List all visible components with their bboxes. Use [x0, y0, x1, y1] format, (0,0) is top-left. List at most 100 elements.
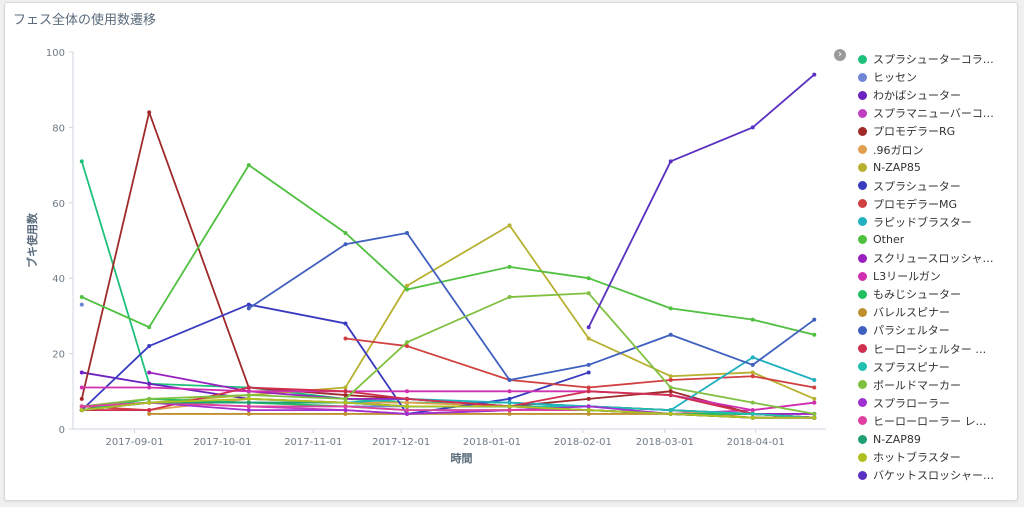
series-line[interactable]: [81, 397, 815, 419]
legend-item[interactable]: わかばシューター: [836, 86, 1006, 104]
legend-item[interactable]: ヒーローシェルター …: [836, 340, 1006, 358]
legend-swatch: [858, 344, 867, 354]
legend-item[interactable]: ラピッドブラスター: [836, 213, 1006, 231]
series-line[interactable]: [81, 292, 815, 415]
legend-label: ヒッセン: [873, 71, 917, 85]
legend-label: スプラスピナー: [873, 360, 950, 374]
legend-item[interactable]: N-ZAP89: [836, 430, 1006, 448]
x-axis-label: 時間: [451, 451, 473, 465]
legend-label: Other: [873, 233, 905, 247]
chevron-right-icon[interactable]: ›: [834, 49, 846, 61]
legend-swatch: [858, 253, 867, 263]
legend-item[interactable]: ホットブラスター: [836, 448, 1006, 466]
legend-swatch: [858, 289, 867, 299]
legend-label: プロモデラーRG: [873, 125, 956, 139]
legend-swatch: [858, 108, 867, 118]
legend-swatch: [858, 380, 867, 390]
y-axis-label: ブキ使用数: [25, 212, 39, 268]
x-tick-label: 2018-01-01: [463, 437, 521, 448]
legend-swatch: [858, 307, 867, 317]
x-tick-label: 2018-02-01: [554, 437, 612, 448]
legend-swatch: [858, 434, 867, 444]
series-line[interactable]: [81, 164, 815, 336]
legend-label: スプラシューターコラ…: [873, 53, 994, 67]
legend-label: もみじシューター: [873, 288, 961, 302]
legend-swatch: [858, 181, 867, 191]
legend-label: .96ガロン: [873, 143, 924, 157]
legend-swatch: [858, 416, 867, 426]
series-line[interactable]: [248, 232, 815, 381]
series-line[interactable]: [80, 111, 815, 419]
legend-item[interactable]: スプラローラー: [836, 394, 1006, 412]
legend-label: わかばシューター: [873, 89, 961, 103]
series-line[interactable]: [81, 303, 589, 415]
legend-label: ホットブラスター: [873, 451, 961, 465]
legend-item[interactable]: プロモデラーMG: [836, 195, 1006, 213]
legend-swatch: [858, 271, 867, 281]
legend-item[interactable]: ヒッセン: [836, 68, 1006, 86]
legend-swatch: [858, 362, 867, 372]
legend-label: バレルスピナー: [873, 306, 950, 320]
legend-item[interactable]: スプラシューター: [836, 177, 1006, 195]
y-tick-label: 80: [52, 123, 65, 134]
legend-label: N-ZAP89: [873, 432, 921, 446]
x-tick-label: 2017-12-01: [372, 437, 430, 448]
legend-item[interactable]: パラシェルター: [836, 321, 1006, 339]
legend-item[interactable]: スクリュースロッシャ…: [836, 249, 1006, 267]
y-tick-label: 100: [46, 48, 65, 59]
series-line[interactable]: [345, 337, 815, 389]
legend-label: スクリュースロッシャ…: [873, 252, 994, 266]
legend-swatch: [858, 163, 867, 173]
legend-swatch: [858, 90, 867, 100]
legend-item[interactable]: バケットスロッシャー…: [836, 466, 1006, 484]
legend-swatch: [858, 470, 867, 480]
data-point[interactable]: [79, 302, 84, 307]
series-line[interactable]: [81, 386, 815, 412]
legend-item[interactable]: もみじシューター: [836, 285, 1006, 303]
legend-label: プロモデラーMG: [873, 197, 958, 211]
legend-label: ボールドマーカー: [873, 378, 961, 392]
y-tick-label: 0: [59, 425, 65, 436]
y-tick-label: 40: [52, 274, 65, 285]
legend-item[interactable]: L3リールガン: [836, 267, 1006, 285]
legend-label: N-ZAP85: [873, 161, 921, 175]
series-line[interactable]: [81, 224, 815, 412]
legend-label: スプラシューター: [873, 179, 961, 193]
x-tick-label: 2018-03-01: [636, 437, 694, 448]
legend-item[interactable]: ヒーローローラー レ…: [836, 412, 1006, 430]
chart-panel: フェス全体の使用数遷移: [4, 2, 1018, 501]
legend-item[interactable]: スプラシューターコラ…: [836, 50, 1006, 68]
legend-item[interactable]: .96ガロン: [836, 140, 1006, 158]
x-tick-label: 2018-04-01: [727, 437, 785, 448]
legend-label: ヒーローローラー レ…: [873, 414, 987, 428]
legend-swatch: [858, 217, 867, 227]
legend-item[interactable]: スプラスピナー: [836, 358, 1006, 376]
legend-swatch: [858, 235, 867, 245]
legend-label: バケットスロッシャー…: [873, 469, 994, 483]
legend-item[interactable]: プロモデラーRG: [836, 122, 1006, 140]
y-tick-label: 60: [52, 199, 65, 210]
legend-swatch: [858, 54, 867, 64]
legend-label: ラピッドブラスター: [873, 215, 972, 229]
legend-item[interactable]: N-ZAP85: [836, 159, 1006, 177]
legend-label: スプラマニューバーコ…: [873, 107, 994, 121]
series-line[interactable]: [587, 73, 815, 328]
legend-item[interactable]: ボールドマーカー: [836, 376, 1006, 394]
legend-swatch: [858, 452, 867, 462]
legend-item[interactable]: スプラマニューバーコ…: [836, 104, 1006, 122]
legend-item[interactable]: バレルスピナー: [836, 303, 1006, 321]
legend-swatch: [858, 325, 867, 335]
legend-label: スプラローラー: [873, 396, 950, 410]
legend-swatch: [858, 398, 867, 408]
x-tick-label: 2017-10-01: [193, 437, 251, 448]
legend-item[interactable]: Other: [836, 231, 1006, 249]
legend-swatch: [858, 145, 867, 155]
legend-swatch: [858, 72, 867, 82]
series-line[interactable]: [81, 386, 815, 419]
x-tick-label: 2017-11-01: [284, 437, 342, 448]
x-tick-label: 2017-09-01: [105, 437, 163, 448]
legend-label: L3リールガン: [873, 270, 941, 284]
chart-title: フェス全体の使用数遷移: [13, 13, 157, 28]
chart-legend: › スプラシューターコラ… ヒッセンわかばシュータースプラマニューバーコ… プロモデ…: [834, 49, 1006, 484]
